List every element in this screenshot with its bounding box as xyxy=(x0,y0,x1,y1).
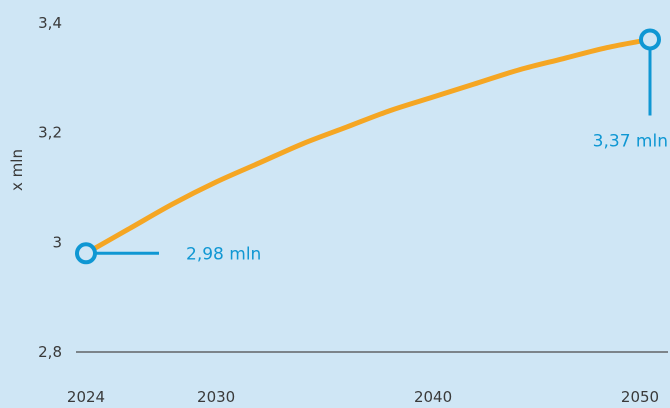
x-tick-label: 2050 xyxy=(621,388,659,406)
x-tick-label: 2030 xyxy=(197,388,235,406)
data-point-marker xyxy=(639,28,661,51)
annotations-group: 2,98 mln 3,37 mln xyxy=(75,28,668,265)
x-tick-label: 2040 xyxy=(414,388,452,406)
series-line xyxy=(83,36,653,256)
y-tick-label: 3,4 xyxy=(38,14,62,32)
annotation-label: 2,98 mln xyxy=(186,244,261,264)
x-axis-ticks: 2024 2030 2040 2050 xyxy=(67,388,659,406)
y-axis-title: x mln xyxy=(8,149,26,191)
y-axis-ticks: 2,8 3 3,2 3,4 xyxy=(38,14,62,361)
series-group xyxy=(83,36,653,256)
y-tick-label: 2,8 xyxy=(38,343,62,361)
annotation-label: 3,37 mln xyxy=(593,131,668,151)
y-tick-label: 3 xyxy=(52,233,62,251)
y-tick-label: 3,2 xyxy=(38,124,62,142)
x-tick-label: 2024 xyxy=(67,388,105,406)
data-point-marker xyxy=(75,242,97,265)
